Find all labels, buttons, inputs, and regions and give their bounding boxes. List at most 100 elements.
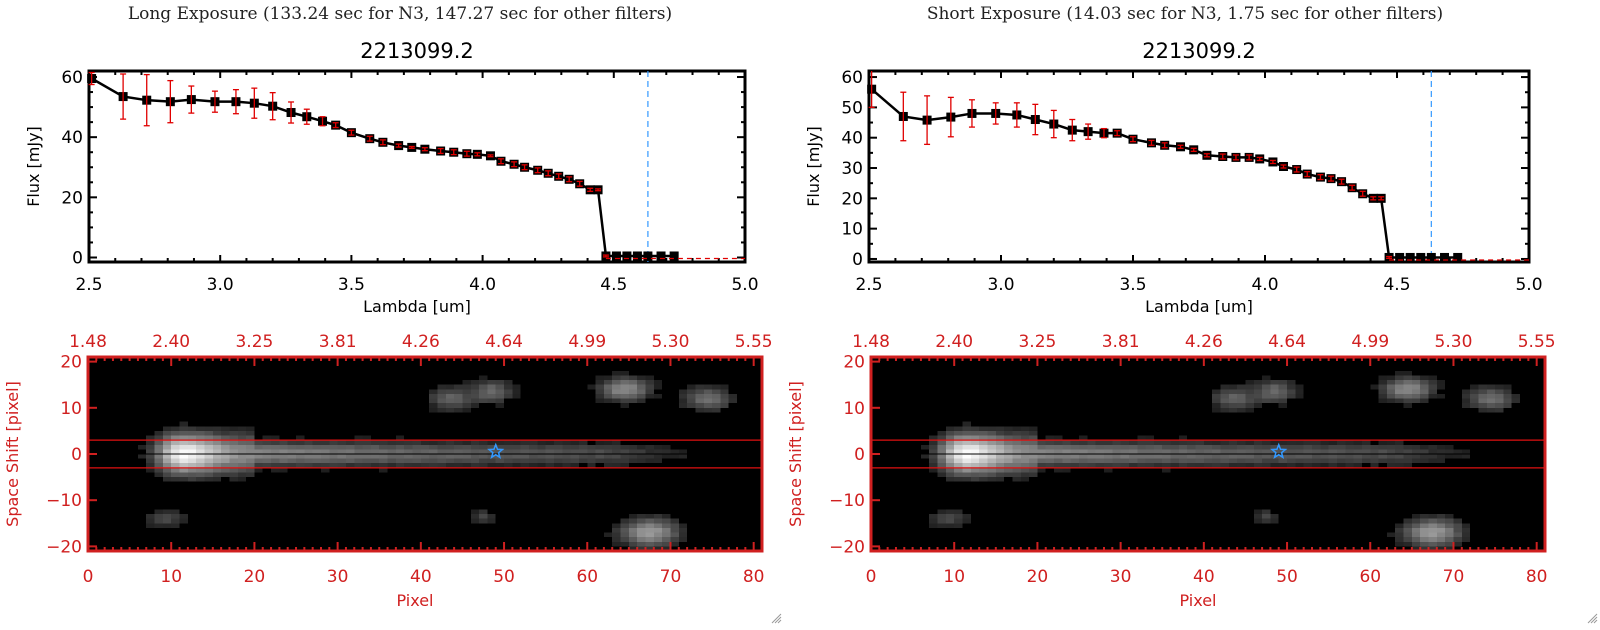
- y-axis-label: Space Shift [pixel]: [786, 381, 805, 527]
- y-tick-label: 60: [841, 68, 863, 88]
- x-tick-label: 0: [83, 567, 94, 587]
- top-tick-label: 3.81: [1102, 332, 1140, 352]
- flux-errorbar: [924, 95, 931, 146]
- flux-errorbar: [348, 129, 355, 136]
- flux-errorbar: [992, 102, 999, 125]
- y-tick-label: 40: [61, 128, 83, 148]
- y-tick-label: 20: [841, 189, 863, 209]
- x-tick-label: 10: [943, 567, 965, 587]
- y-tick-label: −20: [46, 537, 82, 557]
- resize-grip-icon[interactable]: [1586, 612, 1598, 624]
- y-tick-label: 0: [72, 248, 83, 268]
- top-tick-label: 5.55: [1518, 332, 1556, 352]
- flux-errorbar: [1370, 196, 1377, 201]
- x-tick-label: 5.0: [731, 275, 758, 295]
- flux-data-point: [656, 251, 666, 261]
- long-exposure-panel: Long Exposure (133.24 sec for N3, 147.27…: [3, 4, 773, 610]
- flux-errorbar: [120, 73, 127, 120]
- flux-errorbar: [288, 101, 295, 124]
- spectrum-chart: 2213099.2 2.5 3.0 3.5 4.0 4.5 5.0 0 20 40 60 Lambda…: [24, 39, 759, 316]
- flux-errorbar: [1304, 171, 1311, 178]
- y-tick-label: 10: [843, 399, 865, 419]
- x-tick-label: 30: [1110, 567, 1132, 587]
- x-tick-label: 3.0: [987, 275, 1014, 295]
- flux-errorbar: [232, 88, 239, 115]
- x-tick-label: 4.5: [600, 275, 627, 295]
- flux-data-point: [1395, 252, 1405, 262]
- top-tick-label: 4.64: [485, 332, 523, 352]
- flux-errorbar: [576, 180, 583, 187]
- flux-errorbar: [1148, 139, 1155, 146]
- y-tick-label: 0: [71, 445, 82, 465]
- flux-errorbar: [534, 167, 541, 174]
- flux-errorbar: [211, 90, 218, 113]
- flux-errorbar: [450, 149, 457, 156]
- short-exposure-figure: 2213099.2 2.5 3.0 3.5 4.0 4.5 5.0 0 10 20 30 40 50 60…: [786, 39, 1556, 610]
- flux-errorbar: [1338, 178, 1345, 185]
- flux-data-point: [1416, 252, 1426, 262]
- flux-errorbar: [463, 150, 470, 157]
- flux-data-point: [611, 251, 621, 261]
- flux-errorbar: [269, 92, 276, 121]
- y-tick-label: −10: [46, 491, 82, 511]
- x-tick-label: 10: [160, 567, 182, 587]
- flux-errorbar: [1293, 166, 1300, 173]
- flux-errorbar: [555, 173, 562, 180]
- flux-data-point: [669, 251, 679, 261]
- y-tick-label: −20: [829, 537, 865, 557]
- flux-errorbar: [437, 147, 444, 155]
- flux-errorbar: [1190, 147, 1197, 152]
- flux-errorbar: [487, 154, 494, 158]
- y-axis-label: Flux [mJy]: [24, 126, 43, 207]
- flux-errorbar: [395, 143, 402, 148]
- x-tick-label: 40: [1193, 567, 1215, 587]
- flux-errorbar: [332, 122, 339, 129]
- flux-errorbar: [1085, 123, 1092, 140]
- x-tick-label: 0: [866, 567, 877, 587]
- flux-errorbar: [1100, 127, 1107, 139]
- x-tick-label: 3.5: [338, 275, 365, 295]
- flux-errorbar: [1359, 190, 1366, 197]
- chart-title: 2213099.2: [360, 39, 474, 63]
- top-tick-label: 1.48: [852, 332, 890, 352]
- x-tick-label: 20: [244, 567, 266, 587]
- top-tick-label: 2.40: [935, 332, 973, 352]
- flux-errorbar: [1069, 118, 1076, 142]
- y-tick-label: 30: [841, 159, 863, 179]
- y-tick-label: 20: [61, 188, 83, 208]
- x-tick-label: 50: [1276, 567, 1298, 587]
- y-axis-label: Flux [mJy]: [804, 126, 823, 207]
- flux-errorbar: [1032, 103, 1039, 136]
- flux-series-line: [91, 77, 675, 258]
- x-tick-label: 60: [576, 567, 598, 587]
- flux-errorbar: [408, 145, 415, 149]
- flux-data-point: [622, 251, 632, 261]
- x-tick-label: 80: [743, 567, 765, 587]
- flux-errorbar: [1246, 154, 1253, 161]
- y-tick-label: 0: [852, 250, 863, 270]
- flux-errorbar: [900, 91, 907, 142]
- x-tick-label: 2.5: [75, 275, 102, 295]
- flux-errorbar: [1349, 184, 1356, 191]
- x-tick-label: 60: [1359, 567, 1381, 587]
- flux-errorbar: [188, 85, 195, 114]
- flux-errorbar: [1280, 164, 1287, 169]
- flux-errorbar: [566, 176, 573, 183]
- flux-errorbar: [303, 108, 310, 125]
- flux-errorbar: [1232, 154, 1239, 161]
- top-tick-label: 4.26: [1185, 332, 1223, 352]
- x-axis-label: Pixel: [1179, 591, 1216, 610]
- x-tick-label: 70: [660, 567, 682, 587]
- flux-data-point: [1426, 252, 1436, 262]
- flux-errorbar: [1317, 174, 1324, 181]
- x-tick-label: 4.5: [1383, 275, 1410, 295]
- flux-data-point: [1453, 252, 1463, 262]
- flux-errorbar: [379, 139, 386, 146]
- short-exposure-panel: Short Exposure (14.03 sec for N3, 1.75 s…: [785, 0, 1585, 630]
- flux-errorbar: [968, 99, 975, 128]
- y-tick-label: 10: [841, 220, 863, 240]
- y-tick-label: 10: [60, 399, 82, 419]
- resize-grip-icon[interactable]: [770, 612, 782, 624]
- x-tick-label: 20: [1027, 567, 1049, 587]
- top-tick-label: 5.55: [735, 332, 773, 352]
